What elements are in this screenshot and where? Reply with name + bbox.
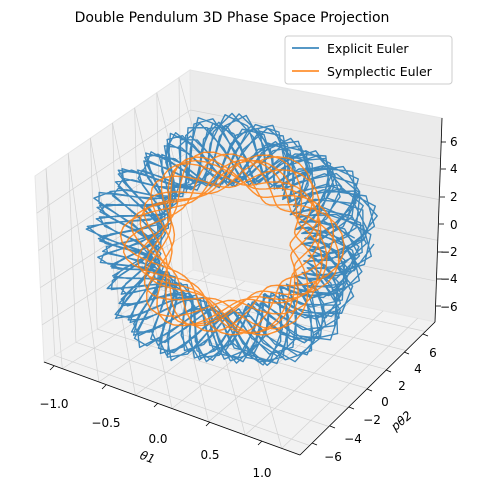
grid-line <box>67 153 77 343</box>
tick-marks <box>49 141 446 446</box>
series-line-explicit-euler <box>85 112 378 366</box>
legend-box <box>284 35 453 85</box>
x-tick <box>257 440 263 446</box>
grid-line <box>54 355 310 446</box>
y-tick-label: 4 <box>414 362 422 376</box>
grid-line <box>160 289 407 351</box>
x-tick-label: 0.0 <box>148 432 167 446</box>
y-tick-label: −2 <box>363 413 381 427</box>
y-axis-line <box>299 321 436 456</box>
grid-line <box>67 153 100 382</box>
z-tick-label: −6 <box>440 300 458 314</box>
z-tick-label: 4 <box>450 162 458 176</box>
x-tick <box>205 421 211 427</box>
x-tick <box>49 365 55 371</box>
grid-line <box>45 168 63 369</box>
y-tick-label: 0 <box>381 395 389 409</box>
x-tick-label: −1.0 <box>39 397 68 411</box>
y-tick-label: −6 <box>324 450 342 464</box>
z-tick-label: 6 <box>450 135 458 149</box>
y-tick-label: 2 <box>398 379 406 393</box>
x-axis-line <box>43 361 301 456</box>
y-axis-label: pθ2 <box>388 408 415 434</box>
x-tick-label: 1.0 <box>252 466 271 480</box>
grid-line <box>45 168 55 356</box>
z-tick-label: −4 <box>440 272 458 286</box>
x-tick <box>101 384 107 390</box>
z-axis-line <box>434 117 443 323</box>
grid-line <box>156 92 246 436</box>
y-tick <box>366 388 373 392</box>
legend-label-explicit-euler: Explicit Euler <box>327 41 409 56</box>
y-tick <box>403 351 410 355</box>
y-tick <box>422 333 429 337</box>
y-tick-label: −4 <box>344 432 362 446</box>
x-tick <box>153 402 159 408</box>
y-tick <box>385 369 392 373</box>
x-tick-label: 0.5 <box>200 448 219 462</box>
z-tick-label: 2 <box>450 190 458 204</box>
y-tick <box>329 425 336 429</box>
series-line-symplectic-euler <box>119 151 345 336</box>
z-tick-label: −2 <box>440 245 458 259</box>
z-tick-label: 0 <box>450 218 458 232</box>
x-tick-label: −0.5 <box>91 416 120 430</box>
series-layer <box>85 112 378 366</box>
legend: Explicit Euler Symplectic Euler <box>284 35 453 85</box>
y-tick <box>348 406 355 410</box>
chart-title: Double Pendulum 3D Phase Space Projectio… <box>75 10 390 26</box>
x-axis-label: θ1 <box>138 448 157 466</box>
y-tick <box>311 442 318 446</box>
legend-label-symplectic-euler: Symplectic Euler <box>327 64 433 79</box>
grid-line <box>75 341 330 427</box>
y-tick-label: 6 <box>429 346 437 360</box>
grid-line <box>90 138 98 330</box>
